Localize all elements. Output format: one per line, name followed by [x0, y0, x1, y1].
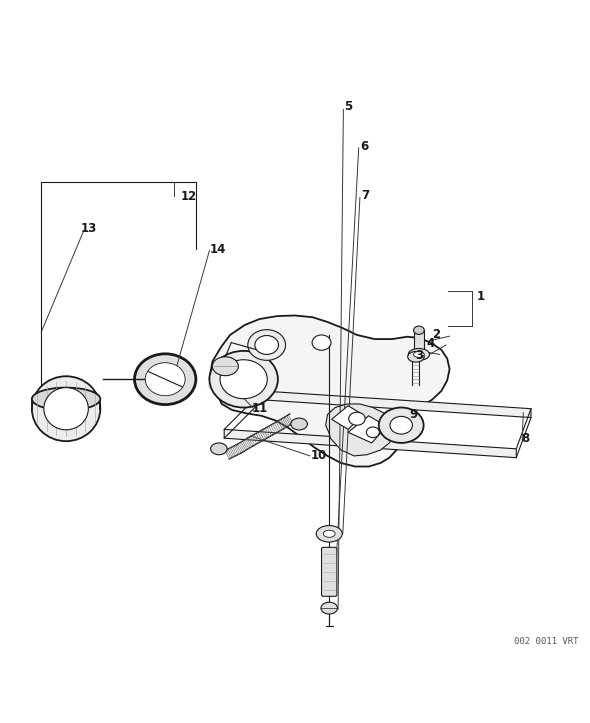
Text: 1: 1	[477, 290, 485, 303]
Ellipse shape	[32, 388, 100, 411]
Text: 4: 4	[427, 338, 435, 351]
Polygon shape	[224, 429, 516, 458]
Ellipse shape	[414, 326, 424, 334]
Ellipse shape	[390, 416, 412, 434]
Ellipse shape	[248, 330, 286, 360]
Ellipse shape	[366, 427, 379, 437]
Ellipse shape	[316, 526, 342, 542]
Polygon shape	[326, 404, 394, 456]
Text: 002 0011 VRT: 002 0011 VRT	[514, 637, 578, 646]
Text: 5: 5	[344, 100, 352, 113]
Polygon shape	[209, 315, 450, 466]
Ellipse shape	[44, 388, 88, 429]
Text: 3: 3	[415, 349, 423, 362]
Polygon shape	[348, 416, 386, 443]
FancyBboxPatch shape	[322, 547, 337, 596]
Ellipse shape	[321, 602, 337, 614]
Ellipse shape	[220, 360, 267, 398]
Ellipse shape	[379, 408, 424, 443]
Ellipse shape	[312, 335, 331, 350]
Text: 13: 13	[80, 222, 97, 235]
Text: 14: 14	[210, 243, 227, 256]
Text: 7: 7	[362, 189, 370, 202]
Text: 12: 12	[181, 190, 197, 202]
Ellipse shape	[323, 530, 335, 537]
Text: 10: 10	[310, 450, 327, 463]
Bar	[414, 330, 424, 351]
Text: eReplacementParts.com: eReplacementParts.com	[206, 377, 384, 393]
Ellipse shape	[414, 351, 424, 357]
Polygon shape	[263, 391, 531, 418]
Polygon shape	[332, 406, 363, 429]
Ellipse shape	[408, 348, 430, 360]
Ellipse shape	[291, 418, 307, 430]
Ellipse shape	[209, 351, 278, 408]
Ellipse shape	[212, 356, 238, 376]
Ellipse shape	[135, 354, 196, 405]
Text: 9: 9	[409, 408, 417, 421]
Ellipse shape	[211, 443, 227, 455]
Text: 11: 11	[251, 402, 268, 415]
Ellipse shape	[255, 335, 278, 354]
Ellipse shape	[145, 363, 185, 395]
Ellipse shape	[32, 376, 100, 441]
Text: 8: 8	[521, 432, 529, 445]
Text: 6: 6	[360, 140, 369, 153]
Ellipse shape	[408, 351, 424, 362]
Ellipse shape	[349, 412, 365, 425]
Text: 2: 2	[432, 328, 441, 341]
